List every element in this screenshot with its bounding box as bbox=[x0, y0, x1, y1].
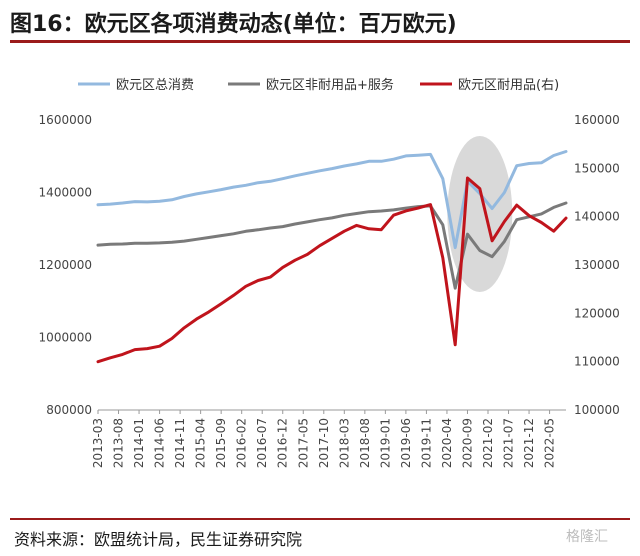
y-left-tick-label: 1200000 bbox=[39, 258, 92, 272]
x-tick-label: 2021-12 bbox=[522, 418, 536, 468]
x-tick-label: 2014-06 bbox=[153, 418, 167, 468]
y-right-tick-label: 100000 bbox=[574, 403, 620, 417]
highlight-ellipse bbox=[447, 136, 513, 292]
y-left-tick-label: 1600000 bbox=[39, 113, 92, 127]
legend-label: 欧元区耐用品(右) bbox=[458, 78, 559, 93]
legend-label: 欧元区非耐用品+服务 bbox=[266, 77, 394, 93]
y-right-tick-label: 130000 bbox=[574, 258, 620, 272]
x-tick-label: 2014-01 bbox=[132, 418, 146, 468]
x-tick-label: 2019-06 bbox=[399, 418, 413, 468]
x-tick-label: 2022-05 bbox=[543, 418, 557, 468]
series-line-1 bbox=[96, 150, 568, 250]
x-tick-label: 2019-11 bbox=[419, 418, 433, 468]
x-tick-label: 2016-07 bbox=[255, 418, 269, 468]
y-right-tick-label: 160000 bbox=[574, 113, 620, 127]
x-tick-label: 2021-02 bbox=[481, 418, 495, 468]
y-left-tick-label: 800000 bbox=[46, 403, 92, 417]
legend-label: 欧元区总消费 bbox=[116, 78, 194, 93]
title-divider bbox=[10, 40, 630, 43]
legend: 欧元区总消费 欧元区非耐用品+服务 欧元区耐用品(右) bbox=[78, 77, 559, 93]
source-note: 资料来源：欧盟统计局，民生证券研究院 bbox=[14, 530, 303, 549]
y-left-tick-label: 1400000 bbox=[39, 186, 92, 200]
y-right-tick-label: 140000 bbox=[574, 210, 620, 224]
x-tick-label: 2020-09 bbox=[460, 418, 474, 468]
axes-layer: 1600000 1400000 1200000 1000000 800000 160000… bbox=[39, 113, 620, 468]
series-line-3 bbox=[96, 176, 568, 364]
footer-divider bbox=[10, 518, 630, 520]
x-tick-label: 2015-09 bbox=[214, 418, 228, 468]
x-tick-label: 2013-03 bbox=[91, 418, 105, 468]
x-tick-label: 2014-11 bbox=[173, 418, 187, 468]
x-tick-label: 2017-05 bbox=[296, 418, 310, 468]
x-tick-label: 2020-04 bbox=[440, 418, 454, 468]
y-left-tick-label: 1000000 bbox=[39, 331, 92, 345]
x-tick-label: 2017-10 bbox=[317, 418, 331, 468]
series-line-2 bbox=[96, 201, 568, 290]
x-tick-label: 2016-02 bbox=[235, 418, 249, 468]
x-tick-label: 2021-07 bbox=[502, 418, 516, 468]
x-tick-label: 2016-12 bbox=[276, 418, 290, 468]
x-tick-label: 2013-08 bbox=[112, 418, 126, 468]
y-right-tick-label: 120000 bbox=[574, 306, 620, 320]
page-title: 图16：欧元区各项消费动态(单位：百万欧元) bbox=[10, 12, 457, 37]
watermark-logo: 格隆汇 bbox=[566, 529, 608, 545]
highlight-layer bbox=[447, 136, 513, 292]
x-tick-label: 2018-08 bbox=[358, 418, 372, 468]
y-right-tick-label: 150000 bbox=[574, 161, 620, 175]
x-tick-label: 2015-04 bbox=[194, 418, 208, 468]
title-bar: 图16：欧元区各项消费动态(单位：百万欧元) bbox=[0, 0, 640, 44]
y-right-tick-label: 110000 bbox=[574, 355, 620, 369]
x-tick-label: 2019-01 bbox=[378, 418, 392, 468]
series-layer bbox=[96, 150, 568, 364]
x-tick-label: 2018-03 bbox=[337, 418, 351, 468]
